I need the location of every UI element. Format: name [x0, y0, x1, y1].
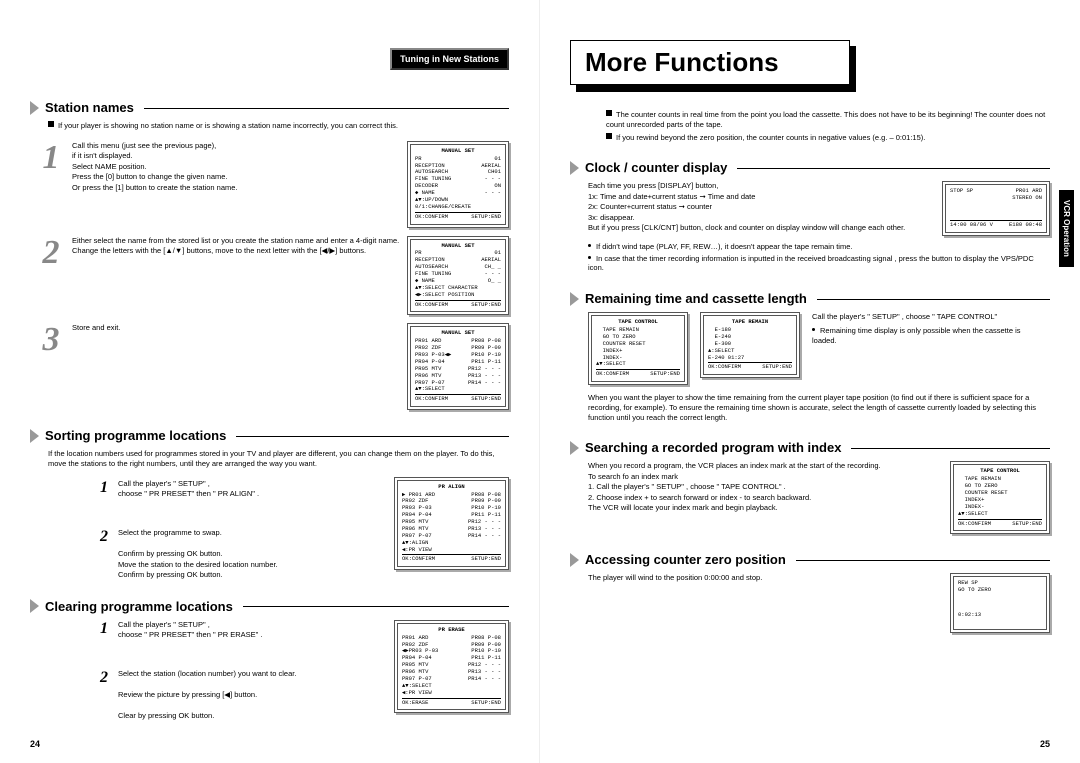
bullets: If didn't wind tape (PLAY, FF, REW…), it…: [588, 242, 1050, 273]
intro: If the location numbers used for program…: [48, 449, 509, 469]
right-content: The counter counts in real time from the…: [570, 110, 1050, 633]
section-remaining: Remaining time and cassette length TAPE …: [570, 291, 1050, 422]
body: When you want the player to show the tim…: [588, 393, 1050, 422]
body: Each time you press [DISPLAY] button, 1x…: [588, 181, 934, 234]
osd-pr-erase: PR ERASE PR01 ARDPR08 P-08 PR02 ZDFPR09 …: [394, 620, 509, 714]
osd-manual-set-2: MANUAL SETPR01RECEPTIONAERIALAUTOSEARCHC…: [407, 236, 509, 316]
section-clock: Clock / counter display Each time you pr…: [570, 160, 1050, 273]
chevron-icon: [570, 553, 579, 567]
chevron-icon: [30, 599, 39, 613]
chevron-icon: [570, 161, 579, 175]
page-number: 24: [30, 739, 40, 749]
section-station-names: Station names If your player is showing …: [30, 100, 509, 410]
page-right: More Functions The counter counts in rea…: [540, 0, 1080, 763]
chevron-icon: [30, 101, 39, 115]
rule: [243, 606, 509, 607]
step-2: 2 Either select the name from the stored…: [30, 236, 509, 316]
step-3: 3 Store and exit. MANUAL SETPR01 ARDPR08…: [30, 323, 509, 410]
chevron-icon: [30, 429, 39, 443]
section-clearing: Clearing programme locations 1 Call the …: [30, 599, 509, 722]
rule: [796, 560, 1050, 561]
section-title: Searching a recorded program with index: [585, 440, 841, 455]
section-index: Searching a recorded program with index …: [570, 440, 1050, 534]
osd-tape-control-2: TAPE CONTROL TAPE REMAIN GO TO ZERO COUN…: [950, 461, 1050, 534]
section-title: Station names: [45, 100, 134, 115]
main-title: More Functions: [570, 40, 850, 85]
step-text: Select the programme to swap. Confirm by…: [118, 528, 318, 581]
osd-manual-set-3: MANUAL SETPR01 ARDPR08 P-08PR02 ZDFPR09 …: [407, 323, 509, 410]
chevron-icon: [570, 441, 579, 455]
step-text: Either select the name from the stored l…: [72, 236, 407, 316]
osd-rew: REW SPGO TO ZERO0:02:13: [950, 573, 1050, 633]
rule: [144, 108, 509, 109]
step-number: 3: [30, 323, 72, 410]
osd-tape-control: TAPE CONTROL TAPE REMAIN GO TO ZERO COUN…: [588, 312, 688, 385]
section-zero: Accessing counter zero position The play…: [570, 552, 1050, 633]
step-number: 1: [30, 141, 72, 228]
step-1: 1 Call this menu (just see the previous …: [30, 141, 509, 228]
step-number: 2: [30, 236, 72, 316]
chevron-icon: [570, 292, 579, 306]
rule: [737, 168, 1050, 169]
section-title: Sorting programme locations: [45, 428, 226, 443]
right-text: Call the player's " SETUP" , choose " TA…: [812, 312, 1050, 347]
body: The player will wind to the position 0:0…: [588, 573, 942, 584]
section-sorting: Sorting programme locations If the locat…: [30, 428, 509, 581]
osd-tape-remain: TAPE REMAIN E-180 E-240 E-300▲:SELECTE-2…: [700, 312, 800, 378]
osd-pr-align: PR ALIGN▶ PR01 ARDPR08 P-08 PR02 ZDFPR09…: [394, 477, 509, 571]
section-title: Remaining time and cassette length: [585, 291, 807, 306]
step-number: 2: [100, 669, 118, 722]
page-number: 25: [1040, 739, 1050, 749]
section-title: Clearing programme locations: [45, 599, 233, 614]
section-title: Accessing counter zero position: [585, 552, 786, 567]
intro: If your player is showing no station nam…: [48, 121, 509, 131]
step-text: Call this menu (just see the previous pa…: [72, 141, 407, 228]
step-number: 2: [100, 528, 118, 581]
body: When you record a program, the VCR place…: [588, 461, 942, 514]
step-text: Select the station (location number) you…: [118, 669, 318, 722]
section-title: Clock / counter display: [585, 160, 727, 175]
osd-manual-set-1: MANUAL SETPR01RECEPTIONAERIALAUTOSEARCHC…: [407, 141, 509, 228]
side-tab: VCR Operation: [1059, 190, 1074, 267]
top-bullets: The counter counts in real time from the…: [606, 110, 1050, 142]
step-text: Store and exit.: [72, 323, 407, 410]
tab-header: Tuning in New Stations: [390, 48, 509, 70]
page-left: Tuning in New Stations Station names If …: [0, 0, 540, 763]
rule: [851, 448, 1050, 449]
rule: [236, 436, 509, 437]
rule: [817, 299, 1050, 300]
osd-display: STOP SPPR01 ARDSTEREO ON14:00 08/06 VE18…: [942, 181, 1050, 236]
